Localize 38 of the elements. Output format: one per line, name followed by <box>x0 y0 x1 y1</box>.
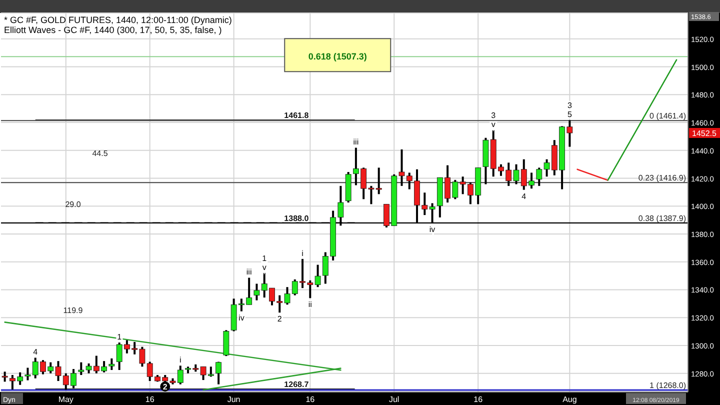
annotation: 119.9 <box>63 306 84 315</box>
annotation: 1452.5 <box>692 128 718 138</box>
x-tick-label: 16 <box>474 395 484 404</box>
ref-line-label: 1268.7 <box>284 380 310 390</box>
annotation: iii <box>353 138 359 147</box>
annotation: 44.5 <box>92 149 108 158</box>
ref-line-label: 1388.0 <box>284 214 310 223</box>
annotation: 3 <box>491 111 496 120</box>
annotation: v <box>491 120 496 130</box>
x-tick-label: Jun <box>227 395 240 404</box>
ref-line-label: 1 (1268.0) <box>650 381 686 390</box>
annotation: i <box>302 248 304 258</box>
annotation: iv <box>238 313 244 322</box>
ref-line-label: 0.38 (1387.9) <box>638 214 686 223</box>
annotation: v <box>262 262 266 272</box>
annotation: i <box>179 356 182 365</box>
ref-line-label: 0.618 (1507.3) <box>308 52 367 62</box>
annotation: 5 <box>567 110 572 120</box>
annotation: ii <box>308 300 312 310</box>
ref-line-label: 0.23 (1416.9) <box>638 174 686 183</box>
x-tick-label: 16 <box>306 395 316 404</box>
annotation: 2 <box>277 314 282 324</box>
ref-line-label: 0 (1461.4) <box>650 112 686 121</box>
x-tick-label: May <box>58 395 74 404</box>
annotation: 4 <box>33 348 38 357</box>
text: Elliott Waves - GC #F, 1440 (300, 17, 50, 5, 35, false, ) <box>4 25 222 35</box>
chart-title: * GC #F, GOLD FUTURES, 1440, 12:00-11:00 (Dynamic) <box>4 15 232 25</box>
annotation: iii <box>246 268 252 277</box>
annotation: 29.0 <box>65 200 82 209</box>
annotation: 1 <box>262 254 268 263</box>
ref-line-label: 1461.8 <box>284 111 310 120</box>
annotation: 2 <box>162 382 168 392</box>
x-tick-label: Jul <box>389 395 400 404</box>
annotation: iv <box>429 225 436 234</box>
x-tick-label: 16 <box>145 395 155 404</box>
annotation: 3 <box>567 101 572 110</box>
x-tick-label: Aug <box>562 395 577 404</box>
annotation: 4 <box>522 192 527 201</box>
